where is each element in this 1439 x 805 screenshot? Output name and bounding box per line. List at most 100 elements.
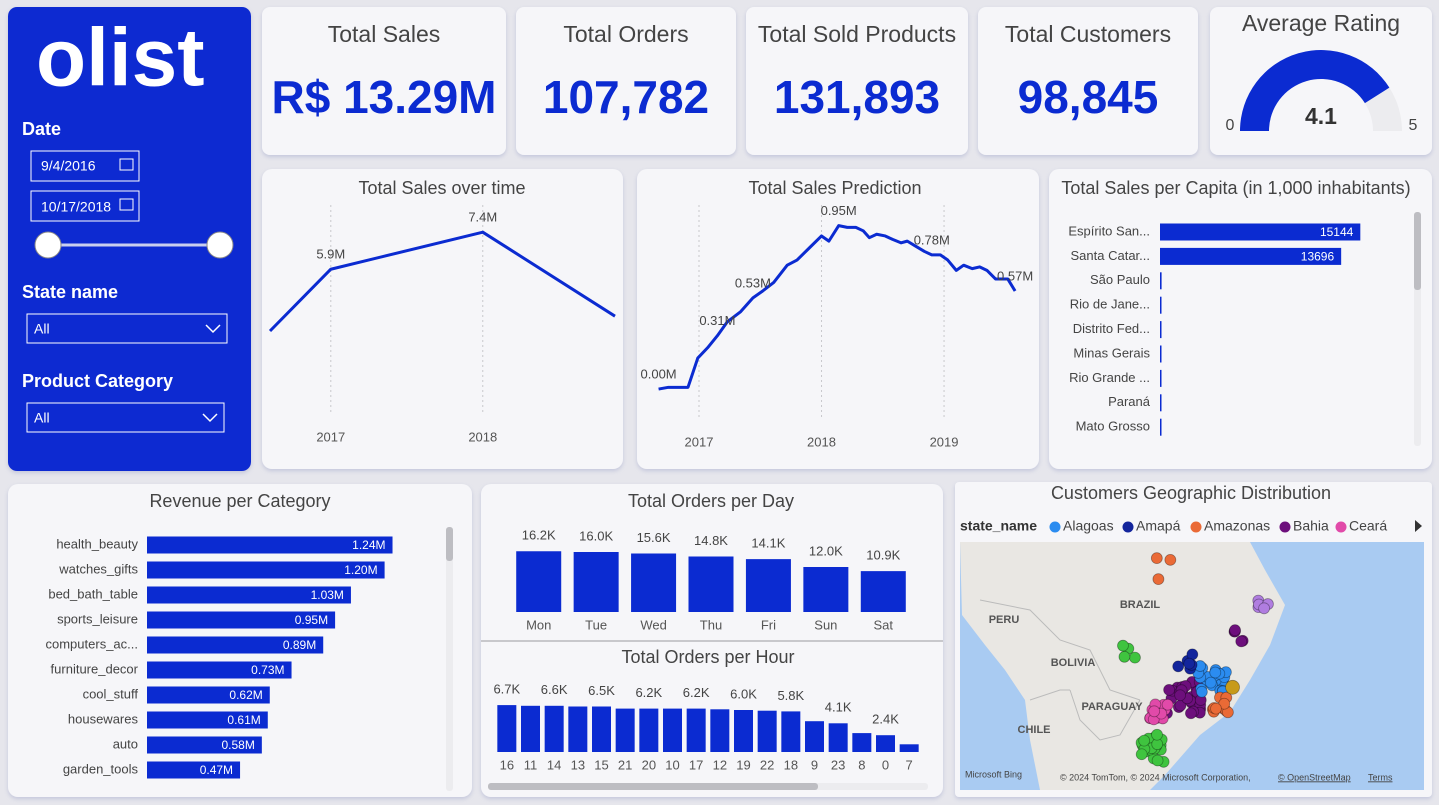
map-title: Customers Geographic Distribution <box>1051 483 1331 503</box>
map-dot <box>1183 657 1196 670</box>
osm-link[interactable]: © OpenStreetMap <box>1278 772 1351 782</box>
data-label: 0.61M <box>227 713 260 727</box>
map-logo: Microsoft Bing <box>965 769 1022 779</box>
map-label: CHILE <box>1018 724 1051 736</box>
map-dot <box>1204 676 1217 689</box>
kpi-title: Total Orders <box>563 21 688 47</box>
data-label: 14.8K <box>694 533 728 548</box>
bar <box>573 552 619 612</box>
map-dot <box>1185 707 1197 720</box>
map-label: PARAGUAY <box>1081 701 1143 713</box>
map <box>960 542 1424 790</box>
category-label: São Paulo <box>1090 272 1150 287</box>
bar <box>544 705 564 752</box>
data-label: 1.03M <box>311 588 344 602</box>
bar <box>516 551 562 612</box>
chevron <box>205 324 221 334</box>
date-end-input[interactable] <box>30 190 140 222</box>
chart-card <box>1049 169 1432 469</box>
category-dropdown[interactable] <box>26 402 225 433</box>
kpi-card <box>746 7 968 155</box>
legend-title: state_name <box>960 518 1037 534</box>
map-dot <box>1150 552 1163 565</box>
x-tick-label: 23 <box>831 757 845 772</box>
gauge-max: 5 <box>1409 117 1418 134</box>
calendar-icon[interactable] <box>119 158 134 171</box>
data-label: 6.6K <box>541 682 568 697</box>
x-tick-label: 2017 <box>316 429 345 444</box>
data-label: 14.1K <box>751 536 785 551</box>
category-label: cool_stuff <box>83 686 139 701</box>
x-tick-label: 17 <box>689 757 703 772</box>
scrollbar-thumb[interactable] <box>1414 212 1421 290</box>
legend-next-arrow[interactable] <box>1415 520 1422 532</box>
bar <box>734 710 753 752</box>
map-dot <box>1118 650 1131 663</box>
map-dot <box>1258 602 1270 615</box>
x-tick-label: Fri <box>761 617 776 632</box>
category-label: Distrito Fed... <box>1073 321 1150 336</box>
category-label: auto <box>113 736 138 751</box>
bar <box>688 556 734 612</box>
x-tick-label: 2017 <box>685 434 714 449</box>
scrollbar-thumb[interactable] <box>446 527 453 561</box>
bar <box>147 636 324 654</box>
legend-label: Alagoas <box>1063 518 1114 534</box>
data-label: 16.0K <box>579 528 613 543</box>
map-dot <box>1161 698 1174 711</box>
data-label: 6.7K <box>493 682 520 697</box>
bar <box>781 711 801 752</box>
line <box>658 224 1017 391</box>
category-label: Espírito San... <box>1068 223 1150 238</box>
data-label: 0.73M <box>251 663 284 677</box>
slider-handle[interactable] <box>206 231 234 259</box>
x-tick-label: Tue <box>585 617 607 632</box>
map-attribution: © 2024 TomTom, © 2024 Microsoft Corporat… <box>1060 772 1251 782</box>
category-label: furniture_decor <box>51 661 139 676</box>
bar <box>1160 223 1361 241</box>
terms-link[interactable]: Terms <box>1368 772 1393 782</box>
data-label: 0.78M <box>914 232 950 247</box>
bar <box>1160 345 1162 363</box>
bar <box>860 571 906 612</box>
data-label: 0.57M <box>997 268 1033 283</box>
chart-title: Total Orders per Hour <box>621 647 794 667</box>
data-label: 6.0K <box>730 686 757 701</box>
bar <box>147 661 292 679</box>
x-tick-label: 19 <box>736 757 750 772</box>
category-label: Rio de Jane... <box>1070 297 1150 312</box>
x-tick-label: 13 <box>571 757 585 772</box>
bar <box>497 705 517 752</box>
bar <box>568 706 588 752</box>
calendar-icon[interactable] <box>119 198 134 211</box>
kpi-title: Total Sold Products <box>758 21 956 47</box>
bar <box>852 733 872 752</box>
chart-card <box>637 169 1039 469</box>
category-label: Minas Gerais <box>1073 345 1150 360</box>
sidebar <box>8 7 251 471</box>
scrollbar-thumb[interactable] <box>488 783 818 790</box>
map-dot <box>1225 679 1240 695</box>
map-dot <box>1163 683 1176 696</box>
slider-handle[interactable] <box>34 231 62 259</box>
category-label: Santa Catar... <box>1071 248 1151 263</box>
map-dot <box>1135 748 1148 761</box>
category-label: computers_ac... <box>46 636 139 651</box>
state-label: State name <box>22 282 118 302</box>
kpi-card <box>978 7 1198 155</box>
map-dot <box>1152 573 1165 586</box>
category-label: housewares <box>68 711 139 726</box>
scrollbar-track[interactable] <box>446 527 453 791</box>
data-label: 15144 <box>1320 225 1354 239</box>
date-start-input[interactable] <box>30 150 140 182</box>
data-label: 0.62M <box>229 688 262 702</box>
x-tick-label: Mon <box>526 617 551 632</box>
bar <box>147 536 393 554</box>
x-tick-label: Wed <box>640 617 667 632</box>
kpi-title: Total Sales <box>328 21 441 47</box>
data-label: 0.95M <box>295 613 328 627</box>
data-label: 15.6K <box>637 530 671 545</box>
legend-swatch <box>1122 521 1134 533</box>
x-tick-label: 12 <box>713 757 727 772</box>
state-dropdown[interactable] <box>26 313 228 344</box>
